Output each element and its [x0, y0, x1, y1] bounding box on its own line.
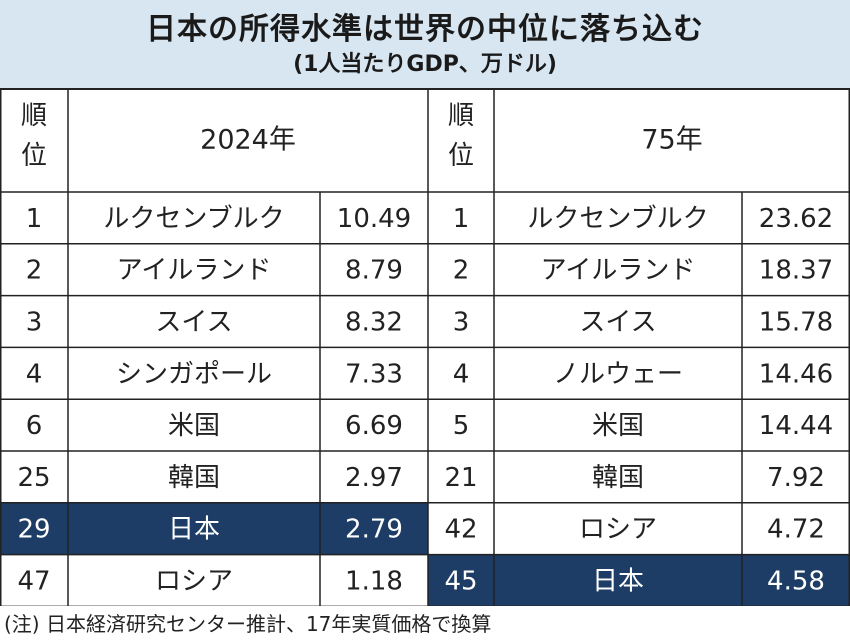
country-cell: アイルランド [541, 256, 696, 286]
country-cell: 日本 [592, 567, 644, 597]
rank-cell: 29 [17, 515, 50, 545]
value-cell: 8.79 [345, 256, 403, 286]
country-cell: 韓国 [168, 463, 220, 493]
value-cell: 14.46 [759, 359, 833, 389]
year-header-1: 75年 [641, 125, 702, 156]
rank-cell: 47 [17, 567, 50, 597]
value-cell: 23.62 [759, 204, 833, 234]
year-header-0: 2024年 [200, 125, 296, 156]
country-cell: アイルランド [117, 256, 272, 286]
country-cell: シンガポール [116, 359, 272, 389]
rank-cell: 2 [26, 256, 43, 286]
country-cell: 日本 [168, 515, 220, 545]
footnote: (注) 日本経済研究センター推計、17年実質価格で換算 [4, 612, 492, 636]
rank-cell: 4 [453, 359, 470, 389]
value-cell: 7.92 [767, 463, 825, 493]
value-cell: 10.49 [337, 204, 411, 234]
country-cell: ルクセンブルク [103, 204, 284, 234]
country-cell: 韓国 [592, 463, 644, 493]
value-cell: 15.78 [759, 308, 833, 338]
value-cell: 4.58 [767, 567, 825, 597]
value-cell: 14.44 [759, 411, 833, 441]
country-cell: 米国 [168, 411, 220, 441]
rank-cell: 2 [453, 256, 470, 286]
rank-cell: 42 [444, 515, 477, 545]
chart-title: 日本の所得水準は世界の中位に落ち込む [146, 12, 704, 47]
rank-cell: 1 [26, 204, 43, 234]
rank-header-char-1: 順 [448, 101, 474, 131]
rank-cell: 25 [17, 463, 50, 493]
country-cell: ノルウェー [553, 359, 683, 389]
rank-cell: 3 [453, 308, 470, 338]
value-cell: 7.33 [345, 359, 403, 389]
rank-cell: 21 [444, 463, 477, 493]
chart-subtitle: (1人当たりGDP、万ドル) [293, 52, 557, 77]
rank-header-char-1: 順 [21, 101, 47, 131]
country-cell: ロシア [579, 515, 657, 545]
country-cell: スイス [579, 308, 656, 338]
value-cell: 2.79 [345, 515, 403, 545]
highlight-row-2024 [0, 502, 428, 555]
country-cell: ロシア [155, 567, 233, 597]
rank-cell: 6 [26, 411, 43, 441]
rank-header-char-2: 位 [21, 141, 47, 171]
value-cell: 1.18 [345, 567, 403, 597]
rank-header-char-2: 位 [448, 141, 474, 171]
rank-cell: 3 [26, 308, 43, 338]
highlight-row-2075 [428, 554, 850, 606]
value-cell: 8.32 [345, 308, 403, 338]
country-cell: ルクセンブルク [527, 204, 708, 234]
title-banner: 日本の所得水準は世界の中位に落ち込む (1人当たりGDP、万ドル) [0, 0, 850, 88]
value-cell: 2.97 [345, 463, 403, 493]
value-cell: 18.37 [759, 256, 833, 286]
value-cell: 4.72 [767, 515, 825, 545]
rank-cell: 5 [453, 411, 470, 441]
country-cell: スイス [155, 308, 232, 338]
country-cell: 米国 [592, 411, 644, 441]
rank-cell: 1 [453, 204, 470, 234]
value-cell: 6.69 [345, 411, 403, 441]
rank-cell: 45 [444, 567, 477, 597]
rank-cell: 4 [26, 359, 43, 389]
